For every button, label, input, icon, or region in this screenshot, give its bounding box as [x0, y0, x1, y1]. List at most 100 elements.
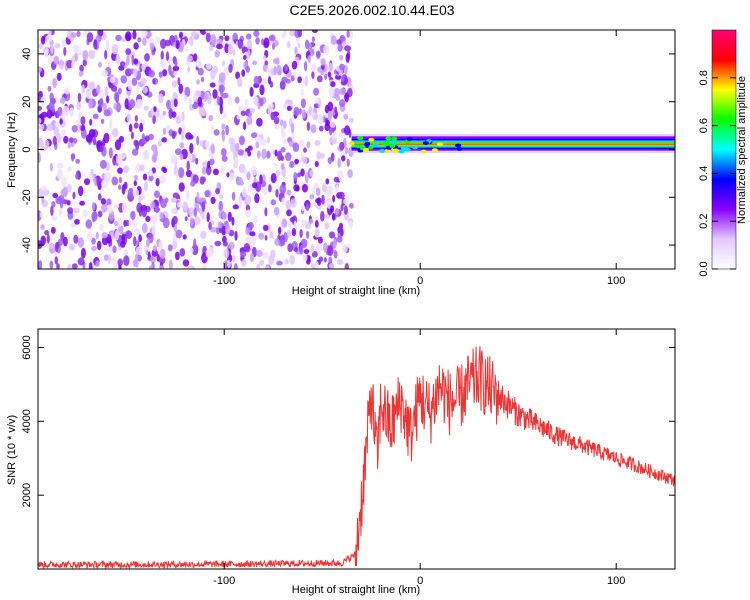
spectrogram-noise-cell	[104, 49, 108, 60]
spectrogram-noise-cell	[54, 43, 61, 49]
spectrogram-noise-cell	[136, 84, 140, 92]
spectrogram-noise-cell	[101, 232, 108, 239]
x-tick-label: 0	[417, 275, 423, 287]
spectrogram-noise-cell	[273, 207, 280, 216]
spectrogram-noise-cell	[121, 233, 125, 245]
spectrogram-noise-cell	[38, 117, 42, 124]
colorbar-gradient	[711, 29, 737, 270]
spectrogram-noise-cell	[218, 200, 223, 212]
spectrogram-noise-cell	[342, 243, 348, 254]
spectrogram-noise-cell	[103, 254, 109, 262]
spectrogram-noise-cell	[322, 242, 328, 253]
spectrogram-noise-cell	[316, 197, 322, 206]
spectrogram-noise-cell	[266, 66, 270, 77]
spectrogram-noise-cell	[199, 30, 207, 35]
spectrogram-noise-cell	[323, 257, 327, 263]
spectrogram-noise-cell	[193, 238, 197, 250]
spectrogram-noise-cell	[168, 259, 173, 269]
spectrogram-noise-cell	[123, 249, 128, 257]
spectrogram-noise-cell	[211, 124, 215, 132]
spectrogram-noise-cell	[231, 191, 236, 201]
spectrogram-noise-cell	[221, 155, 228, 163]
spectrogram-noise-cell	[240, 110, 247, 117]
spectrogram-noise-cell	[267, 76, 272, 85]
spectrogram-noise-cell	[158, 93, 164, 104]
spectrogram-noise-cell	[273, 65, 277, 76]
spectrogram-noise-cell	[190, 31, 198, 38]
spectrogram-noise-cell	[241, 186, 247, 198]
spectrogram-noise-cell	[177, 77, 181, 86]
spectrogram-noise-cell	[266, 136, 270, 144]
spectrogram-noise-cell	[170, 154, 177, 165]
spectrogram-marks	[38, 30, 675, 269]
spectrogram-noise-cell	[194, 216, 201, 226]
spectrogram-noise-cell	[250, 165, 258, 176]
spectrogram-noise-cell	[283, 30, 287, 37]
spectrogram-noise-cell	[38, 43, 43, 50]
spectrogram-noise-cell	[51, 215, 57, 221]
spectrogram-noise-cell	[293, 172, 298, 182]
spectrogram-noise-cell	[280, 119, 284, 127]
spectrogram-noise-cell	[39, 211, 44, 218]
spectrogram-noise-cell	[124, 98, 129, 110]
spectrogram-noise-cell	[223, 66, 230, 77]
spectrogram-noise-cell	[277, 226, 282, 235]
spectrogram-noise-cell	[220, 86, 224, 97]
spectrogram-noise-cell	[314, 140, 321, 146]
spectrogram-noise-cell	[270, 173, 277, 184]
spectrogram-noise-cell	[348, 117, 354, 124]
spectrogram-noise-cell	[219, 194, 224, 200]
spectrogram-noise-cell	[120, 75, 127, 84]
spectrogram-noise-cell	[88, 49, 96, 60]
spectrogram-noise-cell	[158, 71, 163, 78]
spectrogram-noise-cell	[275, 188, 279, 198]
spectrogram-noise-cell	[58, 208, 63, 216]
spectrogram-noise-cell	[178, 167, 185, 179]
spectrogram-noise-cell	[273, 162, 278, 168]
spectrogram-noise-cell	[144, 53, 150, 62]
spectrogram-noise-cell	[57, 195, 65, 204]
spectrogram-noise-cell	[216, 95, 220, 106]
spectrogram-noise-cell	[301, 205, 306, 212]
spectrogram-noise-cell	[159, 265, 164, 269]
spectrogram-noise-cell	[118, 65, 125, 71]
spectrogram-noise-cell	[188, 35, 194, 47]
spectrogram-noise-cell	[206, 63, 212, 70]
spectrogram-noise-cell	[314, 261, 319, 269]
spectrogram-noise-cell	[115, 54, 121, 64]
spectrogram-noise-cell	[328, 263, 335, 269]
spectrogram-noise-cell	[174, 59, 178, 67]
spectrogram-noise-cell	[53, 126, 60, 137]
spectrogram-noise-cell	[338, 99, 346, 108]
spectrogram-noise-cell	[306, 255, 311, 262]
spectrogram-band-cell	[372, 142, 379, 147]
spectrogram-noise-cell	[291, 132, 295, 141]
spectrogram-noise-cell	[196, 79, 200, 85]
spectrogram-noise-cell	[302, 183, 308, 193]
spectrogram-noise-cell	[112, 245, 117, 254]
spectrogram-noise-cell	[144, 135, 150, 142]
spectrogram-noise-cell	[338, 191, 345, 200]
spectrogram-noise-cell	[310, 124, 317, 134]
spectrogram-noise-cell	[232, 255, 236, 263]
spectrogram-noise-cell	[304, 76, 309, 87]
colorbar-label: Normalized spectral amplitude	[736, 76, 748, 224]
spectrogram-noise-cell	[286, 41, 291, 49]
spectrogram-noise-cell	[121, 202, 127, 214]
spectrogram-noise-cell	[259, 259, 264, 267]
spectrogram-noise-cell	[299, 245, 304, 255]
spectrogram-noise-cell	[195, 60, 202, 68]
spectrogram-noise-cell	[280, 147, 286, 153]
spectrogram-noise-cell	[266, 150, 271, 159]
spectrogram-noise-cell	[344, 147, 349, 155]
spectrogram-noise-cell	[299, 229, 303, 238]
y-tick-label: 0	[21, 146, 33, 152]
spectrogram-noise-cell	[306, 141, 311, 149]
spectrogram-noise-cell	[131, 77, 138, 87]
spectrogram-noise-cell	[210, 69, 216, 80]
spectrogram-noise-cell	[52, 77, 57, 89]
spectrogram-noise-cell	[243, 54, 247, 61]
spectrogram-noise-cell	[91, 237, 96, 245]
spectrogram-noise-cell	[227, 211, 232, 222]
spectrogram-noise-cell	[79, 64, 84, 72]
